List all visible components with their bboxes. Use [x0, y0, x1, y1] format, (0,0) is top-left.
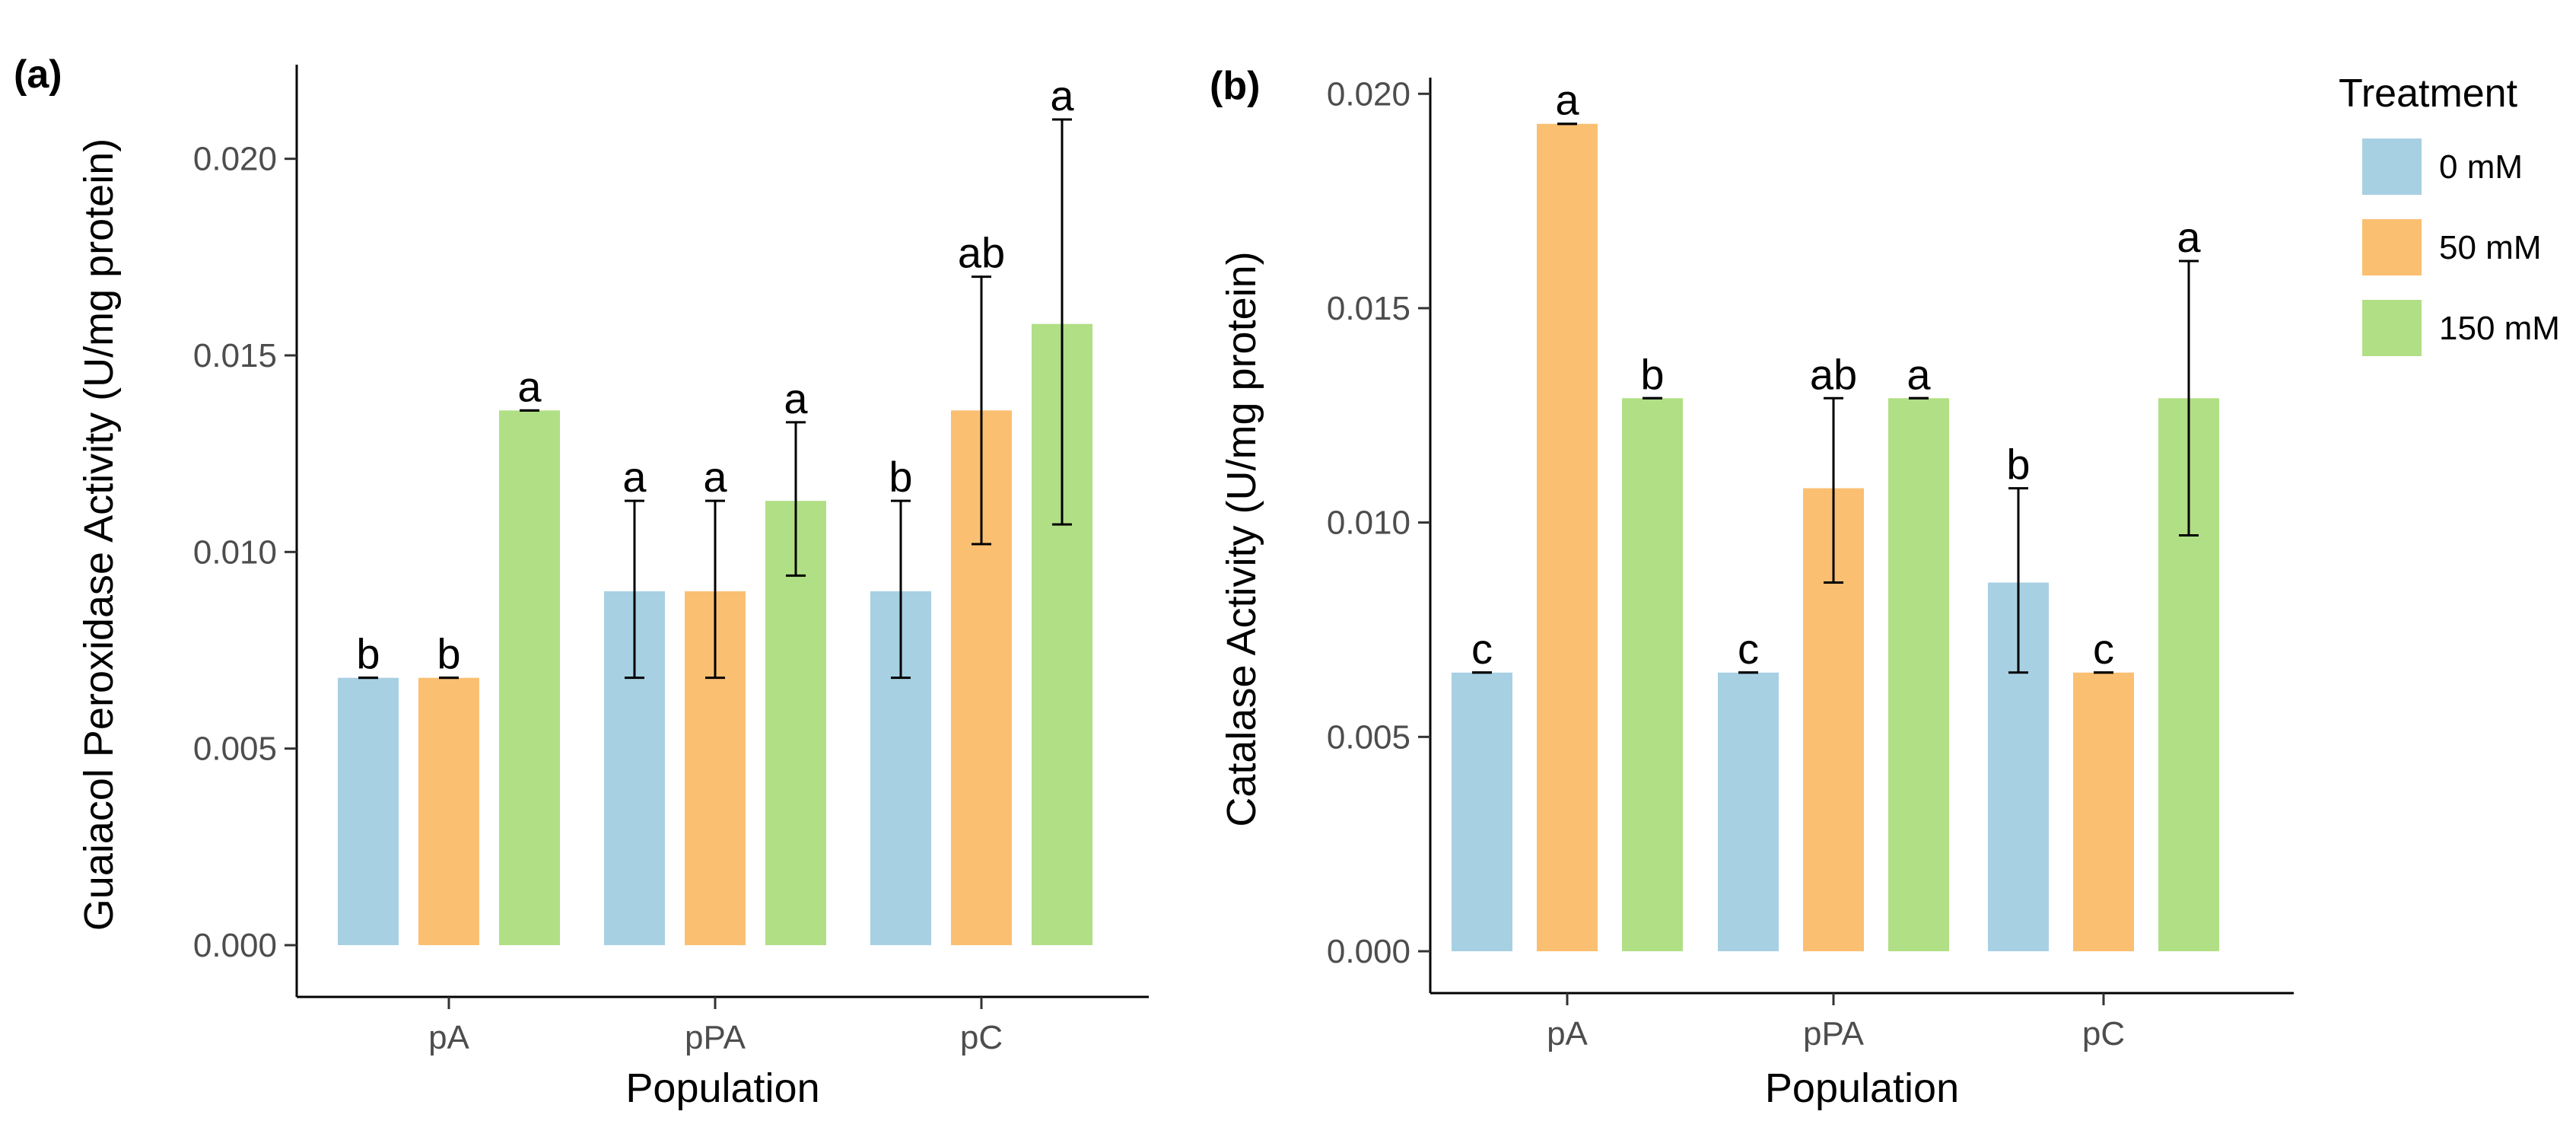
- y-tick-label: 0.010: [1327, 505, 1410, 542]
- significance-label: c: [1471, 625, 1493, 673]
- significance-label: c: [1738, 625, 1759, 673]
- significance-label: a: [517, 362, 542, 410]
- bar: [1452, 672, 1512, 951]
- significance-label: b: [1640, 350, 1664, 398]
- bar: [1537, 123, 1598, 951]
- x-axis-title: Population: [1765, 1065, 1959, 1111]
- significance-label: b: [889, 453, 912, 501]
- legend-swatch: [2362, 300, 2422, 356]
- significance-label: a: [2177, 213, 2201, 261]
- bar: [2073, 672, 2134, 951]
- legend-item-label: 150 mM: [2439, 310, 2560, 347]
- y-tick-label: 0.010: [193, 533, 277, 571]
- legend-item-label: 50 mM: [2439, 229, 2541, 266]
- legend-swatch: [2362, 139, 2422, 195]
- bar: [499, 410, 560, 945]
- significance-label: ab: [958, 229, 1005, 277]
- y-tick-label: 0.015: [1327, 290, 1410, 327]
- x-axis-title: Population: [625, 1065, 819, 1111]
- legend-title: Treatment: [2339, 72, 2518, 116]
- y-axis-title: Catalase Activity (U/mg protein): [1219, 251, 1264, 826]
- significance-label: b: [356, 630, 380, 678]
- y-tick-label: 0.000: [1327, 933, 1410, 970]
- y-tick-label: 0.005: [1327, 718, 1410, 756]
- bar: [1622, 398, 1683, 951]
- y-tick-label: 0.020: [193, 141, 277, 178]
- significance-label: a: [703, 453, 727, 501]
- significance-label: a: [1050, 72, 1074, 119]
- legend-item-label: 0 mM: [2439, 148, 2523, 186]
- y-tick-label: 0.015: [193, 337, 277, 374]
- x-tick-label: pC: [960, 1019, 1003, 1056]
- bar: [418, 677, 479, 945]
- significance-label: b: [2006, 441, 2030, 489]
- significance-label: c: [2093, 625, 2114, 673]
- x-tick-label: pC: [2082, 1015, 2125, 1052]
- y-tick-label: 0.000: [193, 927, 277, 964]
- bar: [338, 677, 399, 945]
- bar: [1888, 398, 1949, 951]
- significance-label: b: [437, 630, 460, 678]
- y-tick-label: 0.020: [1327, 75, 1410, 113]
- significance-label: a: [1907, 350, 1931, 398]
- panel-label: (b): [1210, 64, 1260, 108]
- x-tick-label: pPA: [1803, 1015, 1865, 1052]
- panel-label: (a): [14, 53, 62, 97]
- bar: [1718, 672, 1779, 951]
- significance-label: ab: [1810, 350, 1857, 398]
- legend: Treatment 0 mM 50 mM 150 mM: [2339, 72, 2560, 356]
- y-axis-title: Guaiacol Peroxidase Activity (U/mg prote…: [76, 139, 122, 931]
- legend-swatch: [2362, 219, 2422, 275]
- y-tick-label: 0.005: [193, 731, 277, 768]
- panel-b-chart: (b) c c b a ab c b a a 0.000 0.005 0.010 0.015 0.020 pA…: [1210, 64, 2294, 1111]
- x-tick-label: pA: [1547, 1015, 1588, 1052]
- significance-label: a: [1555, 76, 1579, 124]
- x-tick-label: pA: [428, 1019, 469, 1056]
- significance-label: a: [622, 453, 647, 501]
- significance-label: a: [784, 374, 808, 422]
- x-tick-label: pPA: [685, 1019, 746, 1056]
